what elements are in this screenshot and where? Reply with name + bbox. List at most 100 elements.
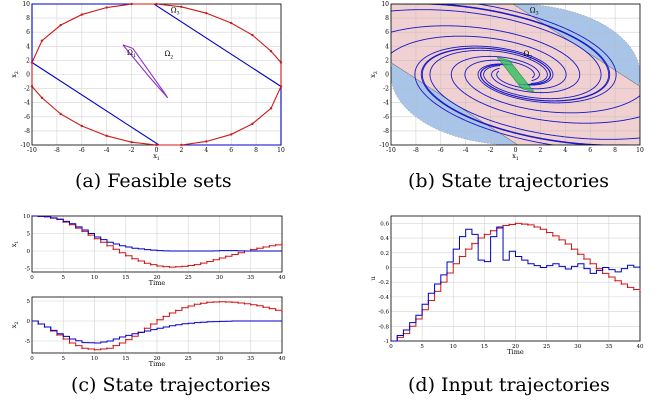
data-point	[87, 348, 90, 350]
data-point	[279, 85, 283, 88]
data-point	[224, 255, 227, 258]
data-point	[193, 303, 196, 306]
data-point	[527, 224, 529, 226]
x-axis-label: x1	[512, 152, 519, 162]
x-tick-label: 5	[62, 356, 66, 362]
region-label: Ω1	[127, 49, 136, 59]
y-tick-label: 0	[386, 265, 390, 271]
data-point	[620, 283, 623, 285]
trajectory-line	[414, 45, 554, 145]
x-tick-label: 0	[155, 147, 159, 154]
trajectory-line	[450, 55, 640, 124]
y-tick-label: -4	[24, 100, 30, 107]
data-point	[608, 276, 610, 278]
y-tick-label: 5	[27, 299, 31, 305]
x-axis-label: Time	[149, 279, 166, 287]
data-point	[118, 251, 121, 254]
x-tick-label: 0	[30, 356, 34, 362]
x-axis-label: Time	[149, 360, 166, 368]
x-tick-label: 25	[185, 356, 192, 362]
data-point	[262, 306, 265, 309]
data-point	[187, 264, 190, 267]
series-line-1	[32, 320, 282, 344]
data-point	[231, 301, 233, 304]
data-point	[601, 272, 604, 275]
data-point	[99, 241, 102, 244]
data-point	[180, 5, 183, 9]
data-point	[199, 262, 202, 264]
x-tick-label: 40	[279, 275, 286, 281]
y-tick-label: -5	[25, 267, 31, 273]
data-point	[508, 223, 511, 226]
chart-x2-vs-time: 0 5 10 15 20 25 30 35 40 -5 0 5 Time x2	[10, 296, 286, 368]
y-tick-label: -2	[383, 86, 389, 93]
data-point	[274, 309, 277, 312]
data-point	[520, 223, 523, 225]
data-point	[281, 311, 283, 313]
data-point	[130, 140, 133, 144]
data-point	[193, 263, 196, 266]
data-point	[162, 265, 165, 268]
y-axis-label: u	[369, 276, 377, 280]
data-point	[168, 266, 171, 268]
data-point	[130, 2, 133, 6]
data-point	[93, 349, 96, 351]
data-point	[162, 315, 165, 318]
x-tick-label: -4	[463, 147, 469, 154]
data-point	[206, 260, 208, 263]
trajectory-line	[477, 4, 617, 104]
x-tick-label: 20	[512, 344, 519, 350]
plot-frame	[390, 215, 641, 342]
y-tick-label: -2	[24, 86, 30, 93]
x-tick-label: 25	[543, 344, 550, 350]
caption-a: (a) Feasible sets	[75, 170, 232, 192]
data-point	[583, 258, 585, 260]
data-point	[274, 244, 277, 246]
x-tick-label: 0	[389, 344, 393, 350]
x-tick-label: 35	[247, 275, 254, 281]
x-tick-label: 2	[179, 147, 183, 154]
data-point	[68, 223, 71, 226]
data-point	[124, 254, 127, 257]
y-tick-label: -0.2	[378, 280, 389, 286]
data-point	[269, 50, 273, 53]
data-point	[74, 344, 77, 347]
data-point	[181, 265, 183, 268]
x-tick-label: 40	[637, 344, 644, 350]
data-point	[168, 312, 171, 314]
x-tick-label: 15	[122, 275, 129, 281]
trajectory-line	[420, 47, 591, 145]
x-tick-label: 8	[254, 147, 258, 154]
data-point	[249, 248, 252, 251]
y-tick-label: 4	[26, 43, 30, 50]
data-point	[626, 286, 629, 289]
data-point	[105, 6, 108, 9]
data-point	[256, 305, 258, 307]
data-point	[205, 11, 208, 15]
data-point	[256, 247, 258, 249]
trajectory-line	[440, 4, 611, 102]
x-tick-label: 10	[91, 356, 98, 362]
x-tick-label: 5	[62, 275, 66, 281]
data-point	[237, 251, 240, 254]
y-tick-label: 0	[26, 72, 30, 79]
x-tick-label: -6	[438, 147, 444, 154]
x-tick-label: 15	[481, 344, 488, 350]
x-tick-label: 35	[605, 344, 612, 350]
y-tick-label: 10	[22, 1, 30, 8]
data-point	[639, 290, 641, 293]
data-point	[156, 319, 158, 321]
data-point	[81, 230, 83, 233]
phase-plane-area	[391, 4, 640, 145]
data-point	[502, 224, 504, 227]
data-point	[595, 267, 598, 270]
x-tick-label: 5	[420, 344, 424, 350]
data-point	[458, 255, 461, 258]
x-tick-label: 10	[91, 275, 98, 281]
y-tick-label: -6	[24, 114, 30, 121]
data-point	[558, 239, 560, 241]
data-point	[552, 235, 554, 237]
y-tick-label: 5	[27, 232, 31, 238]
data-point	[174, 309, 177, 312]
data-point	[30, 85, 34, 88]
